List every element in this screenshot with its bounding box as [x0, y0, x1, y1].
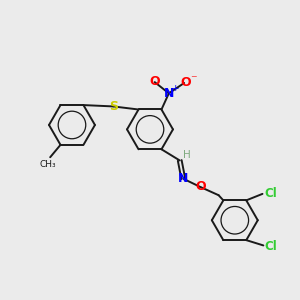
Text: H: H	[183, 150, 191, 160]
Text: N: N	[178, 172, 188, 185]
Text: Cl: Cl	[264, 187, 277, 200]
Text: N: N	[164, 87, 174, 100]
Text: Cl: Cl	[265, 239, 278, 253]
Text: CH₃: CH₃	[40, 160, 56, 169]
Text: O: O	[195, 181, 206, 194]
Text: O: O	[180, 76, 191, 89]
Text: S: S	[109, 100, 118, 113]
Text: O: O	[149, 75, 160, 88]
Text: +: +	[172, 83, 179, 92]
Text: ⁻: ⁻	[190, 74, 197, 87]
